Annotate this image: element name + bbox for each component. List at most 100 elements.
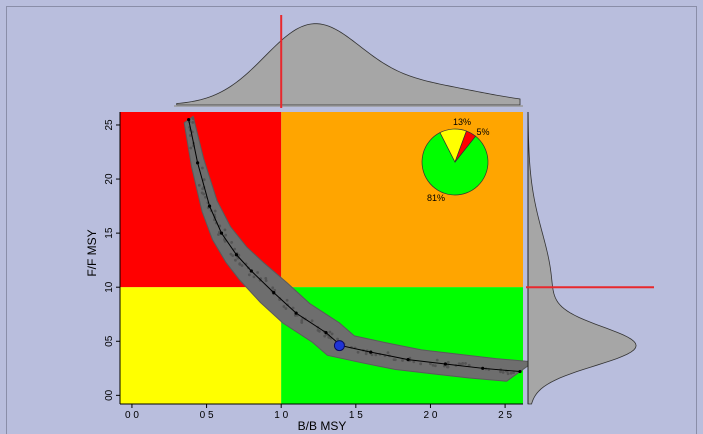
y-tick-label: 10	[104, 281, 115, 293]
trajectory-point	[272, 291, 276, 295]
trajectory-point	[406, 358, 410, 362]
top-marginal-density	[174, 23, 523, 107]
figure-frame	[6, 6, 697, 434]
sample-point	[386, 351, 390, 355]
pie-label: 5%	[476, 127, 489, 137]
sample-point	[204, 195, 207, 199]
sample-point	[229, 252, 233, 256]
x-tick-label: 0 5	[200, 410, 214, 421]
sample-point	[435, 358, 439, 362]
y-axis-label: F/F MSY	[85, 229, 99, 276]
trajectory-point	[481, 366, 485, 370]
sample-point	[370, 353, 374, 357]
sample-point	[446, 365, 450, 369]
sample-point	[419, 362, 423, 366]
sample-point	[197, 183, 201, 187]
trajectory-point	[369, 350, 373, 354]
sample-point	[310, 319, 314, 323]
trajectory-point	[324, 331, 328, 335]
sample-point	[271, 286, 275, 290]
quadrant-overfishing	[281, 112, 523, 288]
sample-point	[291, 306, 295, 310]
quadrants	[120, 112, 523, 404]
sample-point	[247, 273, 251, 277]
x-tick-label: 1 5	[349, 410, 363, 421]
sample-point	[327, 335, 331, 339]
sample-point	[336, 337, 339, 341]
sample-point	[464, 362, 467, 365]
pie-slice	[421, 132, 489, 196]
sample-point	[191, 117, 195, 121]
sample-point	[499, 370, 502, 374]
sample-point	[234, 258, 237, 262]
pie-label: 13%	[453, 117, 471, 127]
sample-point	[412, 360, 416, 364]
sample-point	[213, 209, 217, 213]
pie-label: 81%	[427, 193, 445, 203]
trajectory-point	[518, 369, 522, 374]
sample-point	[217, 233, 220, 237]
sample-point	[223, 239, 227, 243]
sample-point	[252, 275, 256, 279]
sample-point	[512, 371, 515, 375]
sample-point	[224, 233, 228, 237]
sample-point	[200, 191, 204, 195]
trajectory-point	[187, 117, 191, 122]
x-axis-label: B/B MSY	[298, 419, 347, 433]
sample-point	[233, 247, 237, 251]
trajectory	[187, 117, 522, 374]
x-tick-label: 2 0	[424, 410, 438, 421]
current-estimate	[333, 340, 345, 352]
sample-point	[467, 363, 471, 367]
sample-point	[273, 288, 277, 292]
right-density-curve	[527, 113, 637, 405]
sample-point	[189, 146, 193, 150]
sample-point	[256, 271, 260, 274]
sample-point	[282, 305, 286, 308]
sample-point	[501, 370, 505, 374]
sample-point	[238, 262, 242, 266]
sample-point	[401, 359, 404, 362]
trajectory-point	[249, 269, 253, 273]
sample-point	[459, 362, 462, 366]
sample-point	[433, 364, 437, 368]
sample-point	[356, 350, 360, 354]
y-tick-label: 05	[104, 335, 115, 347]
sample-point	[446, 360, 450, 364]
sample-point	[509, 371, 513, 375]
trajectory-point	[234, 253, 239, 257]
top-density-curve	[176, 23, 521, 106]
sample-point	[506, 372, 510, 376]
sample-point	[431, 363, 435, 367]
sample-point	[264, 279, 268, 283]
trajectory-point	[443, 362, 447, 366]
quadrant-overfished	[120, 287, 282, 404]
sample-point	[328, 330, 332, 334]
sample-point	[223, 228, 227, 232]
trajectory-point	[196, 161, 200, 165]
sample-point	[318, 329, 321, 333]
sample-point	[285, 298, 289, 302]
uncertainty-band	[183, 115, 535, 382]
y-tick-label: 25	[104, 119, 115, 131]
sample-point	[330, 332, 334, 336]
y-tick-label: 20	[104, 173, 115, 185]
sample-point	[300, 319, 304, 322]
sample-point	[393, 358, 397, 362]
current-estimate-point	[333, 340, 345, 352]
sample-point	[189, 134, 192, 137]
sample-point	[200, 166, 204, 170]
y-tick-label: 00	[104, 389, 115, 401]
x-tick-label: 0 0	[125, 410, 139, 421]
sample-point	[284, 307, 288, 310]
sample-point	[264, 276, 268, 280]
sample-point	[240, 264, 244, 267]
trajectory-point	[219, 231, 224, 235]
sample-point	[230, 241, 234, 244]
pie-chart: 81% 13% 5%	[421, 117, 490, 203]
pie-slice	[454, 130, 477, 163]
x-tick-label: 2 5	[498, 410, 512, 421]
sample-point	[202, 178, 206, 182]
